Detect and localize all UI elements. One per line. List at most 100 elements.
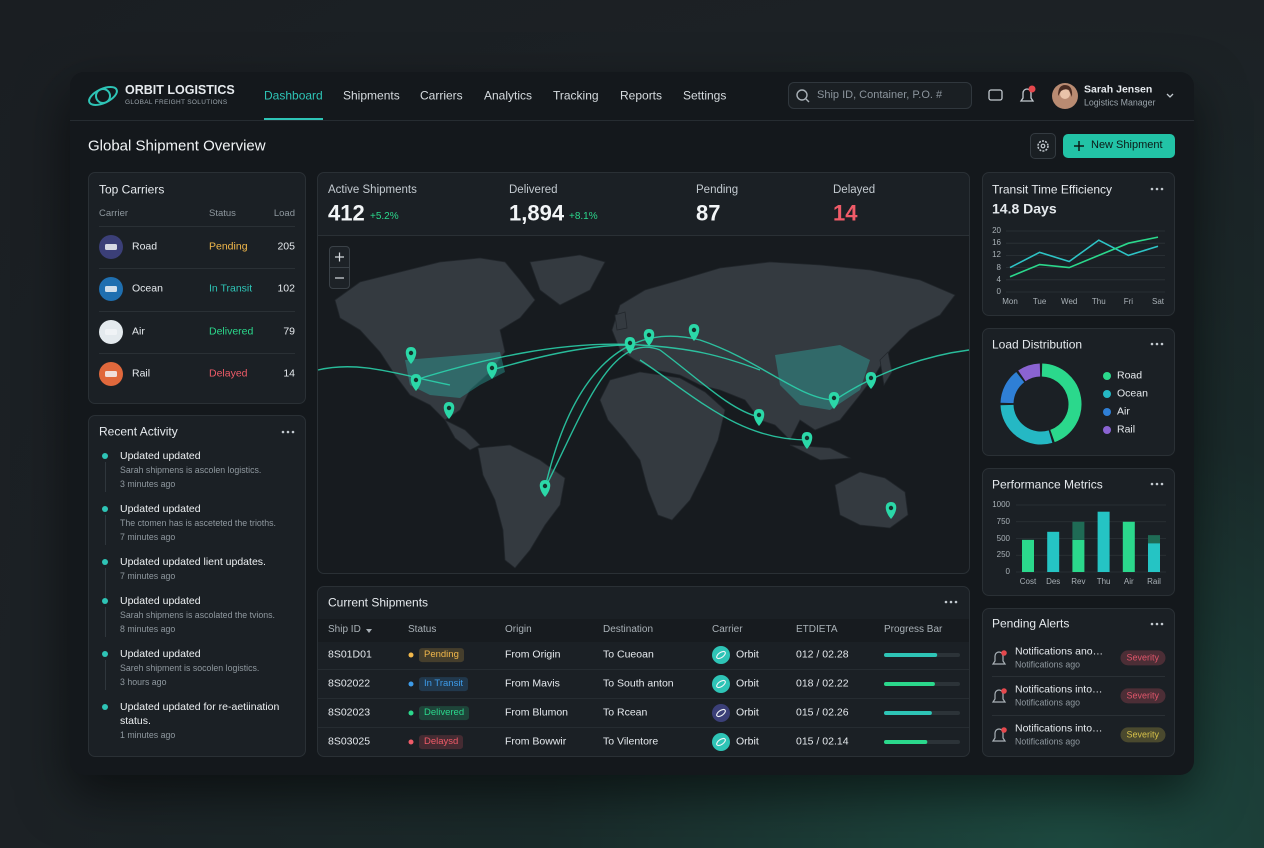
carrier-status: In Transit [209,282,253,295]
new-shipment-label[interactable]: New Shipment [1091,139,1163,152]
x-tick-label: Des [1046,577,1061,586]
status-badge: Pending [419,648,464,662]
page-title: Global Shipment Overview [88,137,266,155]
origin: From Mavis [505,677,560,690]
ship-id: 8S01D01 [328,648,372,661]
legend-label: Road [1117,369,1143,382]
card-title: Transit Time Efficiency [992,182,1113,197]
x-tick-label: Air [1123,577,1134,586]
row-divider [992,715,1165,716]
x-tick-label: Thu [1096,577,1111,586]
timeline-dot [102,453,108,459]
y-tick-label: 4 [996,274,1001,284]
activity-title: Updated updated [120,503,201,515]
x-tick-label: Cost [1019,577,1037,586]
header-divider [70,120,1194,121]
alert-title: Notifications ano… [1015,645,1104,658]
carrier-name: Rail [132,367,151,380]
user-name: Sarah Jensen [1084,83,1153,96]
row-divider [99,268,295,269]
x-tick-label: Rev [1071,577,1086,586]
nav-link[interactable]: Dashboard [264,88,323,103]
settings-button[interactable] [1030,133,1056,159]
origin: From Origin [505,648,561,661]
zoom-control[interactable] [329,246,350,289]
origin: From Bowwir [505,735,567,748]
status-badge: Delaysd [419,735,464,749]
carrier-load: 102 [277,282,295,295]
card-title: Top Carriers [99,182,165,197]
nav-link[interactable]: Shipments [343,88,400,103]
activity-list: Updated updated Sarah shipmens is ascolen… [99,449,299,753]
y-tick-label: 250 [996,550,1010,560]
activity-title: Updated updated for re-aetiination statu… [120,701,280,727]
row-divider [992,676,1165,677]
eta: 018 / 02.22 [796,677,849,690]
card-title: Current Shipments [328,595,429,610]
card-title: Recent Activity [99,424,178,439]
nav-link[interactable]: Reports [620,88,663,103]
timeline-dot [102,704,108,710]
nav-link[interactable]: Analytics [484,88,533,103]
table-header-row [318,619,969,642]
column-header: Progress Bar [884,623,943,635]
activity-item: Updated updated lient updates. 7 minutes … [99,555,299,598]
activity-detail: Sarah shipmens is ascolated the tvions. [120,610,276,620]
timeline-dot [102,598,108,604]
search-box[interactable] [788,82,972,109]
eta: 015 / 02.14 [796,735,849,748]
row-divider [99,311,295,312]
y-tick-label: 20 [992,226,1001,235]
column-header: Status [408,623,437,635]
card-title: Performance Metrics [992,477,1103,492]
metric-value: 14.8 Days [992,200,1057,217]
activity-item: Updated updated for re-aetiination statu… [99,700,299,742]
carrier-status: Delayed [209,367,248,380]
x-tick-label: Wed [1061,297,1078,306]
search-placeholder[interactable]: Ship ID, Container, P.O. # [817,89,943,102]
kpi-label: Active Shipments [328,183,417,196]
nav-link[interactable]: Settings [683,88,727,103]
column-header: Carrier [712,623,743,635]
activity-detail: Sarah shipmens is ascolen logistics. [120,465,262,475]
kpi-change: +8.1% [569,210,598,222]
y-tick-label: 750 [996,516,1010,526]
carrier-name: Orbit [736,706,759,719]
status-badge: Delivered [419,706,470,720]
severity-badge: Severity [1120,650,1165,666]
activity-item: Updated updated Sarah shipmens is ascolen… [99,449,299,492]
y-tick-label: 12 [992,250,1001,260]
origin: From Blumon [505,706,569,719]
nav-link[interactable]: Tracking [553,88,599,103]
alert-title: Notifications into… [1015,722,1103,735]
activity-title: Updated updated [120,648,201,660]
severity-badge: Severity [1120,727,1165,743]
timeline-dot [102,559,108,565]
kpi-label: Pending [696,183,739,196]
kpi-value: 412 [328,200,365,226]
column-header: Origin [505,623,532,635]
status-badge: In Transit [419,677,469,691]
destination: To Rcean [603,706,648,719]
carrier-status: Delivered [209,325,254,338]
carrier-load: 14 [283,367,295,380]
row-divider [318,727,969,728]
card-title: Load Distribution [992,337,1083,352]
activity-title: Updated updated lient updates. [120,556,266,568]
nav-active-underline [264,118,323,120]
x-tick-label: Thu [1091,297,1106,306]
x-tick-label: Tue [1032,297,1047,306]
timeline-line [104,462,106,492]
recent-activity-card [88,415,306,757]
x-tick-label: Fri [1123,297,1134,306]
activity-item: Updated updated Sareh shipment is socolen… [99,647,299,690]
activity-title: Updated updated [120,450,201,462]
nav-link[interactable]: Carriers [420,88,463,103]
kpi-divider [318,235,969,236]
column-header: Status [209,208,236,220]
carrier-name: Road [132,240,158,253]
activity-time: 8 minutes ago [120,624,176,634]
kpi-value: 87 [696,200,721,226]
destination: To Cueoan [603,648,654,661]
